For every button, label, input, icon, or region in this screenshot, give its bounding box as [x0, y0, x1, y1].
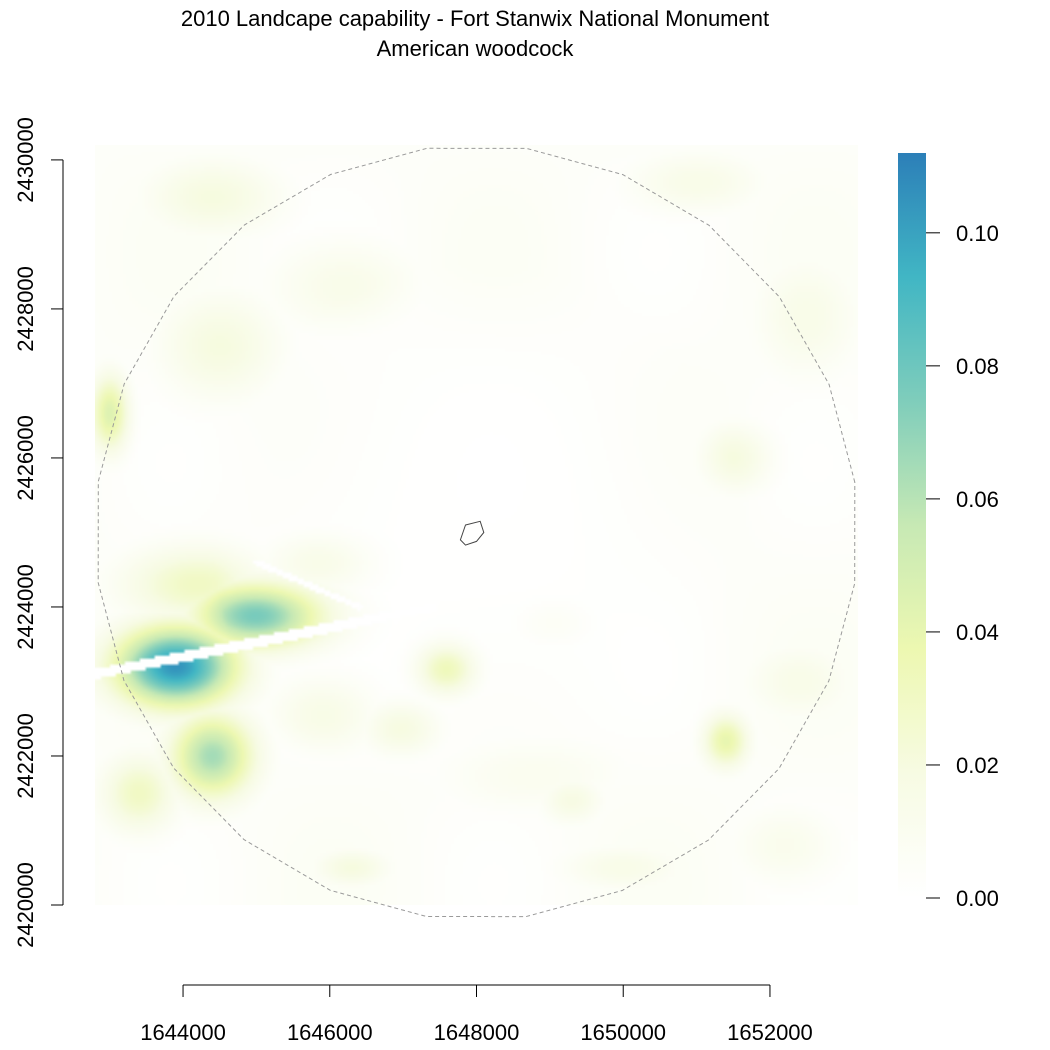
legend-tick-label: 0.08 [956, 354, 999, 379]
y-tick-label: 2422000 [13, 713, 38, 799]
raster-image [95, 145, 858, 905]
legend-ticks: 0.00 0.02 0.04 0.06 0.08 0.10 [926, 221, 999, 911]
chart-subtitle: American woodcock [377, 36, 575, 61]
y-axis: 2420000 2422000 2424000 2426000 2428000 24300… [13, 117, 64, 948]
y-tick-label: 2420000 [13, 862, 38, 948]
y-tick-label: 2430000 [13, 117, 38, 203]
legend-tick-label: 0.00 [956, 886, 999, 911]
color-legend: 0.00 0.02 0.04 0.06 0.08 0.10 [898, 153, 999, 911]
legend-tick-label: 0.02 [956, 753, 999, 778]
x-tick-label: 1646000 [287, 1020, 373, 1045]
legend-colorbar [898, 153, 926, 898]
y-tick-label: 2424000 [13, 564, 38, 650]
legend-tick-label: 0.04 [956, 620, 999, 645]
x-tick-label: 1644000 [140, 1020, 226, 1045]
heatmap-raster [95, 145, 858, 905]
y-tick-label: 2428000 [13, 266, 38, 352]
buffer-circle [97, 147, 856, 918]
map-overlays [97, 147, 856, 918]
legend-tick-label: 0.10 [956, 221, 999, 246]
x-axis: 1644000 1646000 1648000 1650000 1652000 [140, 984, 813, 1045]
chart-title: 2010 Landcape capability - Fort Stanwix … [181, 6, 769, 31]
legend-tick-label: 0.06 [956, 487, 999, 512]
y-tick-label: 2426000 [13, 415, 38, 501]
park-boundary [459, 520, 485, 546]
x-tick-label: 1648000 [434, 1020, 520, 1045]
x-tick-label: 1650000 [580, 1020, 666, 1045]
x-tick-label: 1652000 [727, 1020, 813, 1045]
